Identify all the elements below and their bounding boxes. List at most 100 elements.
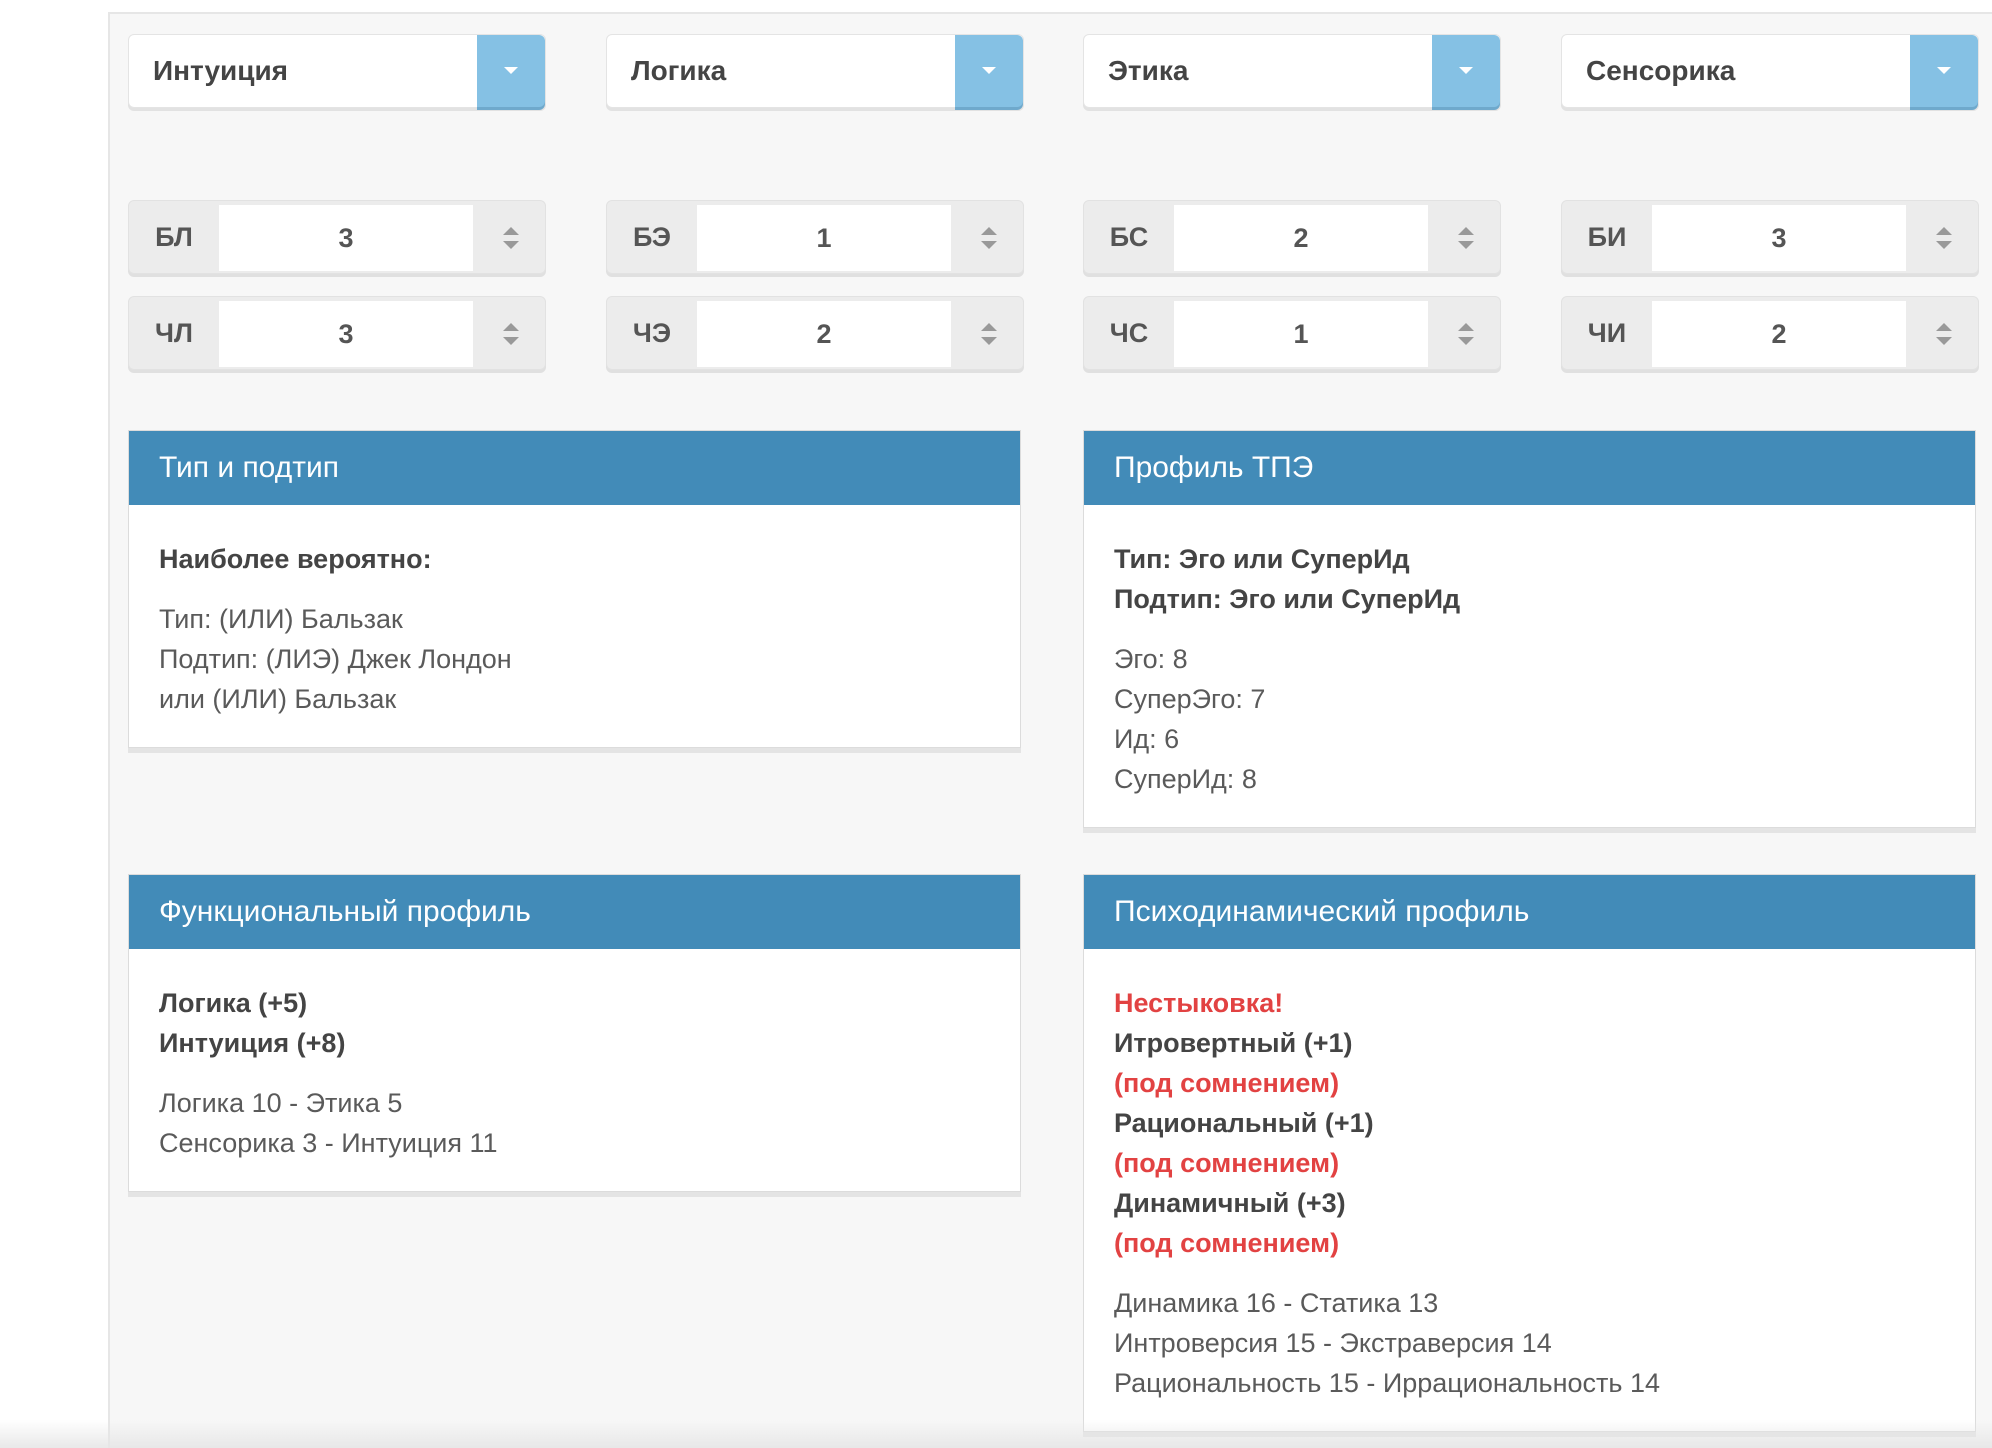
func-line: Сенсорика 3 - Интуиция 11: [159, 1128, 498, 1158]
bottom-fade: [0, 1420, 1992, 1448]
spinner-input[interactable]: 1: [697, 205, 951, 271]
func-line: Логика 10 - Этика 5: [159, 1088, 403, 1118]
panel-title: Психодинамический профиль: [1084, 875, 1975, 949]
spinner-input[interactable]: 1: [1174, 301, 1428, 367]
spinner-arrows[interactable]: [1906, 297, 1978, 369]
psycho-line: Динамика 16 - Статика 13: [1114, 1288, 1439, 1318]
spinner-bs: БС 2: [1083, 200, 1501, 274]
spinner-chi: ЧИ 2: [1561, 296, 1979, 370]
tpe-line: СуперИд: 8: [1114, 764, 1257, 794]
select-value: Сенсорика: [1586, 55, 1736, 86]
func-heading: Интуиция (+8): [159, 1028, 346, 1058]
spinner-label: ЧЛ: [155, 318, 193, 348]
functional-panel: Функциональный профиль Логика (+5) Интуи…: [128, 874, 1021, 1192]
tpe-subtype-heading: Подтип: Эго или СуперИд: [1114, 584, 1461, 614]
tpe-line: СуперЭго: 7: [1114, 684, 1266, 714]
spinner-input[interactable]: 2: [1174, 205, 1428, 271]
arrow-up-icon[interactable]: [1458, 323, 1474, 331]
caret-down-icon: [1937, 67, 1951, 74]
spinner-arrows[interactable]: [1428, 201, 1500, 273]
arrow-up-icon[interactable]: [1458, 227, 1474, 235]
select-function-1[interactable]: Интуиция: [128, 34, 546, 108]
spinner-label: ЧИ: [1587, 318, 1627, 348]
psycho-item: Динамичный (+3): [1114, 1188, 1346, 1218]
dropdown-button[interactable]: [955, 35, 1023, 107]
tpe-panel: Профиль ТПЭ Тип: Эго или СуперИд Подтип:…: [1083, 430, 1976, 828]
panel-body: Наиболее вероятно: Тип: (ИЛИ) Бальзак По…: [129, 505, 1020, 739]
spinner-bi: БИ 3: [1561, 200, 1979, 274]
spinner-input[interactable]: 2: [1652, 301, 1906, 367]
spinner-chs: ЧС 1: [1083, 296, 1501, 370]
mismatch-alert: Нестыковка!: [1114, 988, 1284, 1018]
spinner-arrows[interactable]: [951, 297, 1023, 369]
doubt-note: (под сомнением): [1114, 1068, 1340, 1098]
type-panel: Тип и подтип Наиболее вероятно: Тип: (ИЛ…: [128, 430, 1021, 748]
spinner-bl: БЛ 3: [128, 200, 546, 274]
arrow-down-icon[interactable]: [981, 241, 997, 249]
spinner-arrows[interactable]: [1906, 201, 1978, 273]
arrow-up-icon[interactable]: [1936, 323, 1952, 331]
type-heading: Наиболее вероятно:: [159, 544, 432, 574]
select-value: Интуиция: [153, 55, 288, 86]
spinner-label: БИ: [1587, 222, 1627, 252]
spinner-label: БЛ: [155, 222, 193, 252]
arrow-up-icon[interactable]: [1936, 227, 1952, 235]
arrow-up-icon[interactable]: [981, 323, 997, 331]
arrow-down-icon[interactable]: [1458, 241, 1474, 249]
spinner-arrows[interactable]: [951, 201, 1023, 273]
spinner-chl: ЧЛ 3: [128, 296, 546, 370]
psycho-line: Интроверсия 15 - Экстраверсия 14: [1114, 1328, 1552, 1358]
select-function-2[interactable]: Логика: [606, 34, 1024, 108]
panel-title: Функциональный профиль: [129, 875, 1020, 949]
caret-down-icon: [1459, 67, 1473, 74]
panel-body: Тип: Эго или СуперИд Подтип: Эго или Суп…: [1084, 505, 1975, 819]
dropdown-button[interactable]: [477, 35, 545, 107]
select-value: Логика: [631, 55, 727, 86]
select-function-3[interactable]: Этика: [1083, 34, 1501, 108]
spinner-input[interactable]: 3: [1652, 205, 1906, 271]
panel-title: Тип и подтип: [129, 431, 1020, 505]
spinner-label: БС: [1109, 222, 1149, 252]
spinner-label: ЧС: [1109, 318, 1149, 348]
arrow-down-icon[interactable]: [981, 337, 997, 345]
tpe-type-heading: Тип: Эго или СуперИд: [1114, 544, 1410, 574]
psycho-item: Рациональный (+1): [1114, 1108, 1374, 1138]
spinner-arrows[interactable]: [473, 297, 545, 369]
psycho-line: Рациональность 15 - Иррациональность 14: [1114, 1368, 1660, 1398]
spinner-input[interactable]: 2: [697, 301, 951, 367]
doubt-note: (под сомнением): [1114, 1228, 1340, 1258]
spinner-che: ЧЭ 2: [606, 296, 1024, 370]
dropdown-button[interactable]: [1432, 35, 1500, 107]
arrow-down-icon[interactable]: [1458, 337, 1474, 345]
spinner-label: ЧЭ: [632, 318, 672, 348]
arrow-up-icon[interactable]: [503, 227, 519, 235]
arrow-down-icon[interactable]: [503, 241, 519, 249]
select-function-4[interactable]: Сенсорика: [1561, 34, 1979, 108]
panel-title: Профиль ТПЭ: [1084, 431, 1975, 505]
tpe-line: Эго: 8: [1114, 644, 1188, 674]
tpe-line: Ид: 6: [1114, 724, 1180, 754]
psycho-item: Итровертный (+1): [1114, 1028, 1353, 1058]
spinner-be: БЭ 1: [606, 200, 1024, 274]
caret-down-icon: [504, 67, 518, 74]
arrow-down-icon[interactable]: [1936, 337, 1952, 345]
spinner-input[interactable]: 3: [219, 205, 473, 271]
subtype-alt-line: или (ИЛИ) Бальзак: [159, 684, 397, 714]
type-line: Тип: (ИЛИ) Бальзак: [159, 604, 403, 634]
spinner-arrows[interactable]: [473, 201, 545, 273]
dropdown-button[interactable]: [1910, 35, 1978, 107]
caret-down-icon: [982, 67, 996, 74]
arrow-up-icon[interactable]: [503, 323, 519, 331]
func-heading: Логика (+5): [159, 988, 308, 1018]
arrow-up-icon[interactable]: [981, 227, 997, 235]
arrow-down-icon[interactable]: [1936, 241, 1952, 249]
spinner-arrows[interactable]: [1428, 297, 1500, 369]
psychodynamic-panel: Психодинамический профиль Нестыковка! Ит…: [1083, 874, 1976, 1432]
select-value: Этика: [1108, 55, 1189, 86]
panel-body: Логика (+5) Интуиция (+8) Логика 10 - Эт…: [129, 949, 1020, 1183]
spinner-input[interactable]: 3: [219, 301, 473, 367]
subtype-line: Подтип: (ЛИЭ) Джек Лондон: [159, 644, 512, 674]
doubt-note: (под сомнением): [1114, 1148, 1340, 1178]
panel-body: Нестыковка! Итровертный (+1) (под сомнен…: [1084, 949, 1975, 1423]
arrow-down-icon[interactable]: [503, 337, 519, 345]
